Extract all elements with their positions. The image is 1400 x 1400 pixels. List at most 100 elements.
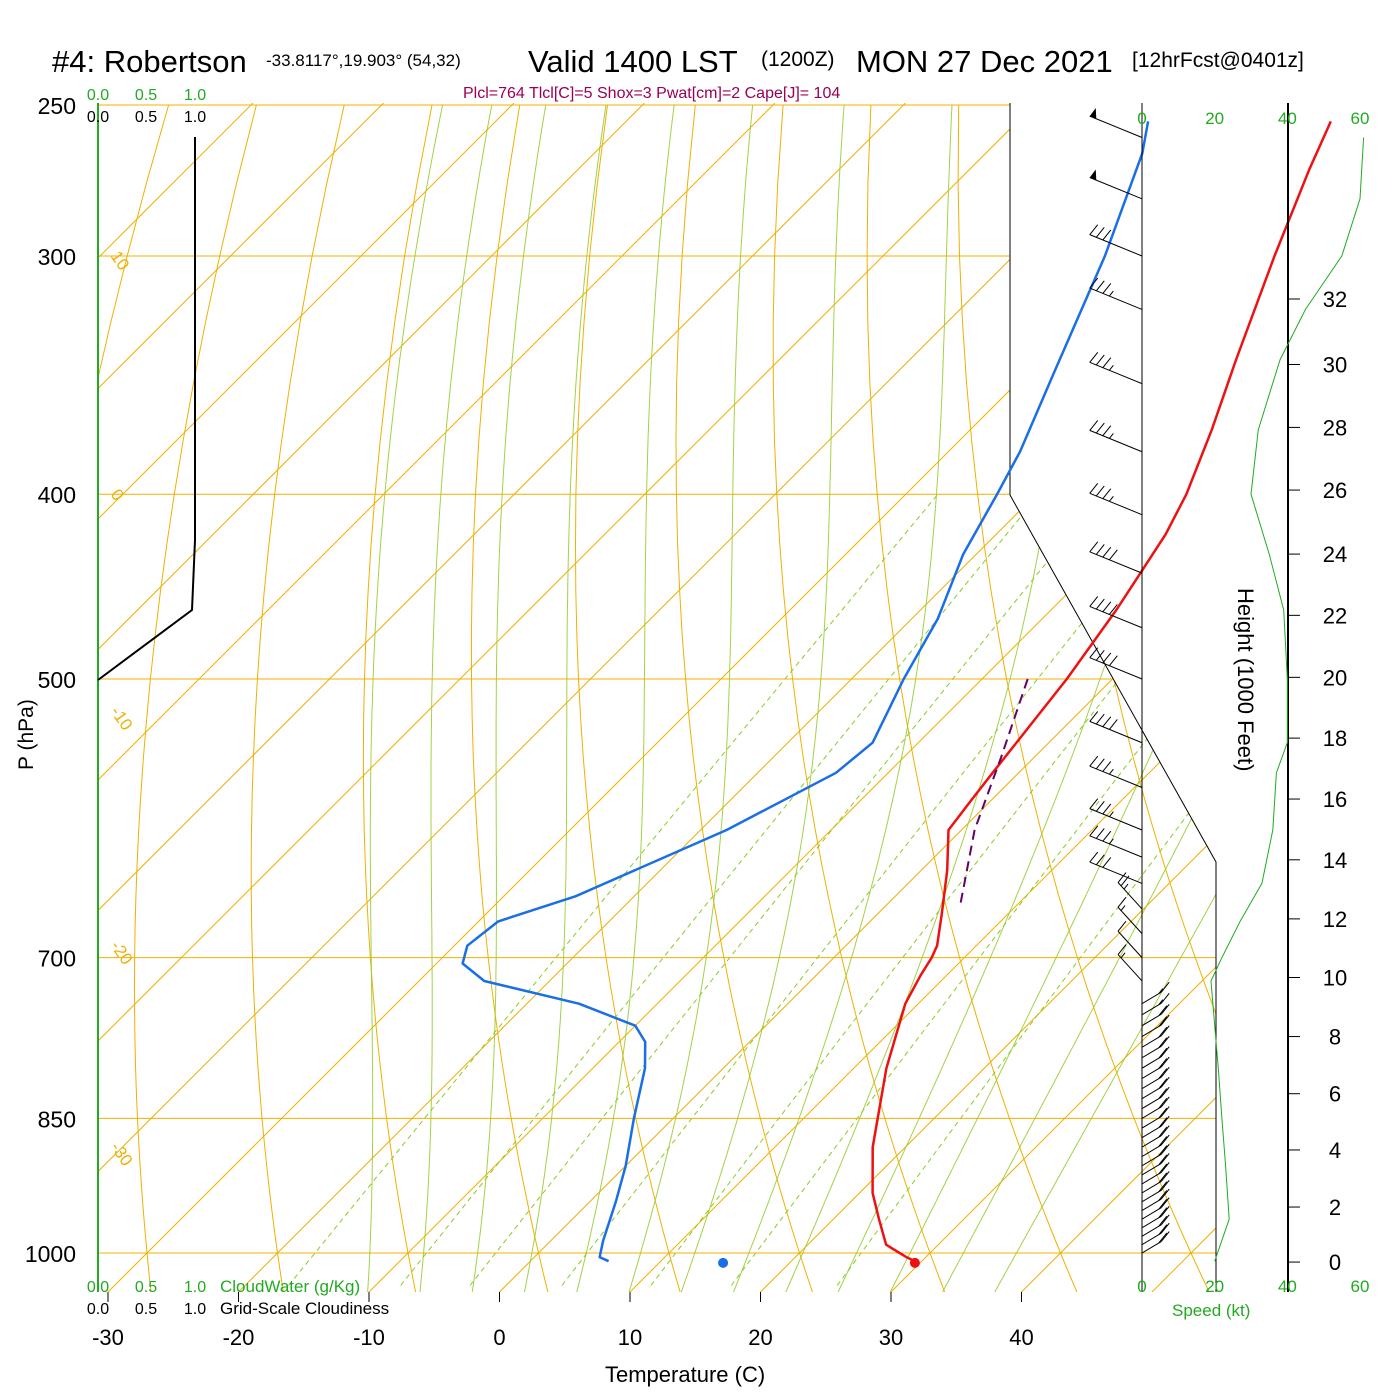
moist-adiabat-line [419,104,493,1292]
barb-staff [1141,1232,1162,1246]
x-tick-label: 40 [1009,1325,1033,1350]
wind-speed-line [1210,137,1365,1262]
barb-full [1160,1153,1170,1164]
barb-full [1102,283,1112,294]
barb-full [1089,647,1099,658]
barb-full [1160,1003,1170,1015]
wind-barb [1141,1153,1170,1176]
moist-adiabat-line [523,104,607,1292]
barb-full [1160,1076,1170,1088]
height-tick-label: 6 [1329,1082,1341,1107]
barb-full [1160,1056,1170,1068]
pressure-tick-label: 700 [38,946,76,972]
barb-staff [1141,1076,1162,1090]
barb-full [1108,655,1118,666]
wind-barb [1141,1171,1170,1194]
y-axis-label: P (hPa) [15,699,38,770]
grid-cloudiness-line [97,137,196,681]
wind-barb [1089,224,1143,257]
wind-barb [1141,1003,1170,1027]
barb-full [1158,1088,1168,1099]
height-tick-label: 32 [1323,287,1347,312]
barb-full [1160,1179,1170,1191]
barb-full [1158,1232,1168,1244]
barb-full [1158,1037,1168,1049]
speed-axis-label: Speed (kt) [1172,1301,1250,1320]
barb-full [1089,420,1099,431]
barb-staff [1089,765,1143,788]
wind-barb [1141,1231,1170,1254]
barb-half [1108,838,1114,845]
barb-full [1158,1198,1168,1210]
x-tick-label: 10 [618,1325,642,1350]
parcel-line [959,678,1029,903]
barb-full [1158,1145,1168,1157]
speed-bottom-tick-label: 0 [1137,1277,1146,1296]
wind-barb [1141,1066,1170,1090]
dry-adiabat-line [470,104,549,1292]
barb-full [1160,1036,1170,1047]
wind-barb [1141,1086,1170,1110]
moist-adiabat-line [836,104,1216,1292]
barb-staff [1141,1189,1162,1203]
cloudwater-top-tick: 1.0 [184,87,206,104]
wind-barb [1141,1046,1170,1069]
barb-full [1160,1197,1170,1209]
barb-staff [1141,1056,1162,1069]
wind-barb [1141,1162,1170,1185]
dry-adiabat-line [133,104,257,1292]
barb-full [1089,483,1099,494]
isotherm-label: 10 [107,247,133,273]
barb-full [1095,713,1105,725]
moist-adiabat-line [993,104,1216,1292]
barb-full [1158,1215,1168,1227]
wind-barb [1141,992,1170,1016]
speed-top-tick-label: 0 [1137,109,1146,128]
isotherm-line [98,103,776,1292]
barb-half [1108,768,1114,775]
stability-indices: Plcl=764 Tlcl[C]=5 Shox=3 Pwat[cm]=2 Cap… [463,85,840,102]
valid-date: MON 27 Dec 2021 [856,44,1113,79]
dry-adiabat-line [1046,104,1216,1292]
barb-full [1095,800,1105,812]
barb-staff [1117,882,1143,910]
barb-full [1102,546,1112,558]
barb-full [1158,1172,1168,1184]
barb-full [1089,851,1099,863]
valid-time: Valid 1400 LST [528,44,738,79]
mixing-ratio-line [561,493,1185,1286]
cloudiness-label: Grid-Scale Cloudiness [220,1299,389,1318]
barb-half [1108,496,1114,502]
cloudiness-top-tick: 0.5 [135,109,157,126]
x-tick-label: -30 [92,1325,124,1350]
cloudwater-top-tick: 0.5 [135,87,157,104]
barb-full [1160,1162,1170,1173]
barb-staff [1089,492,1143,516]
pressure-tick-label: 250 [38,93,76,119]
barb-full [1117,944,1127,955]
surface-dewpoint-dot [718,1257,729,1268]
isotherm-line [1283,103,1400,1292]
isotherm-line [98,103,906,1292]
barb-staff [1089,234,1143,257]
moist-adiabat-line [628,104,754,1292]
cloudiness-bottom-tick: 0.0 [87,1301,109,1318]
pressure-tick-label: 400 [38,482,76,508]
barb-staff [1117,954,1143,982]
isotherm-line [760,103,1216,1292]
isotherm-label: 0 [107,486,128,505]
barb-full [1117,896,1127,908]
height-tick-label: 20 [1323,665,1347,690]
barb-full [1089,541,1099,553]
isotherm-line [629,103,1216,1292]
speed-bottom-tick-label: 40 [1278,1277,1297,1296]
barb-staff [1141,1241,1162,1254]
barb-full [1158,1026,1168,1038]
x-tick-label: -20 [223,1325,255,1350]
barb-full [1102,488,1112,499]
cloudwater-bottom-tick: 0.0 [87,1279,109,1296]
speed-bottom-tick-label: 20 [1205,1277,1224,1296]
barb-full [1102,857,1112,868]
wind-barb [1141,1115,1170,1139]
